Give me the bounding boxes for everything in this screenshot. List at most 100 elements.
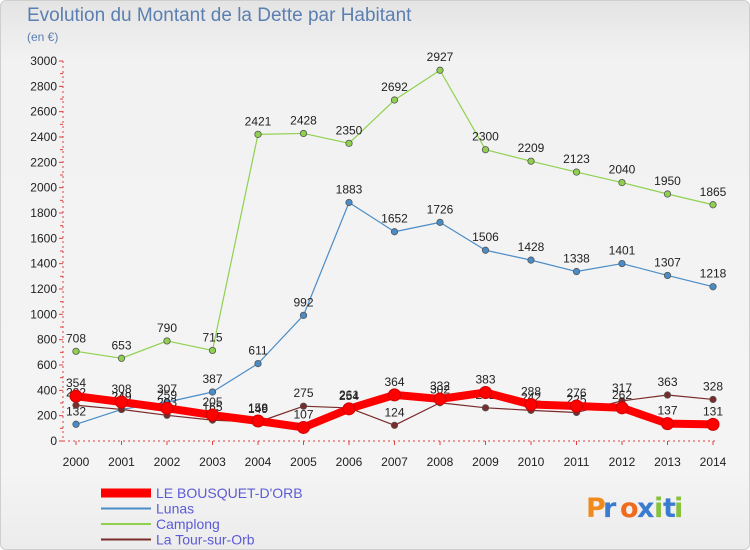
data-point	[527, 157, 535, 165]
data-label: 254	[339, 389, 359, 403]
data-label: 2421	[245, 114, 272, 128]
y-tick-label: 2200	[30, 155, 57, 169]
data-label: 708	[66, 331, 86, 345]
data-point	[163, 337, 171, 345]
data-point	[618, 179, 626, 187]
data-label: 354	[66, 376, 86, 390]
data-point	[299, 402, 308, 410]
x-tick-label: 2008	[427, 455, 454, 469]
data-point	[663, 271, 672, 280]
data-label: 1428	[518, 240, 545, 254]
data-point	[570, 399, 583, 413]
logo-letter: t	[663, 493, 676, 524]
data-label: 158	[248, 401, 268, 415]
data-label: 2123	[563, 152, 590, 166]
data-point	[390, 421, 399, 429]
y-tick-label: 2600	[30, 105, 57, 119]
data-label: 259	[157, 388, 177, 402]
data-label: 131	[703, 404, 723, 418]
data-label: 288	[521, 385, 541, 399]
data-point	[572, 168, 581, 176]
data-label: 1726	[427, 202, 454, 216]
data-label: 262	[612, 388, 632, 402]
x-tick-label: 2006	[336, 455, 363, 469]
y-tick-label: 1200	[30, 282, 57, 296]
x-tick-label: 2001	[108, 455, 135, 469]
data-label: 363	[657, 375, 677, 389]
data-label: 1338	[563, 252, 590, 266]
data-label: 107	[293, 407, 313, 421]
data-label: 137	[657, 404, 677, 418]
data-point	[481, 246, 490, 254]
data-point	[390, 96, 399, 104]
data-label: 2350	[336, 123, 363, 137]
data-label: 132	[66, 404, 86, 418]
data-label: 790	[157, 321, 177, 335]
data-label: 317	[612, 381, 632, 395]
data-point	[342, 402, 356, 416]
data-point	[160, 401, 174, 415]
data-label: 2040	[609, 163, 636, 177]
data-point	[69, 389, 83, 403]
logo-letter: P	[586, 493, 606, 524]
y-tick-label: 200	[37, 409, 57, 423]
data-point	[524, 398, 538, 412]
data-label: 1950	[654, 174, 681, 188]
data-point	[299, 311, 308, 319]
data-point	[297, 420, 310, 434]
data-label: 715	[202, 330, 222, 344]
data-label: 328	[703, 379, 723, 393]
x-tick-label: 2014	[700, 455, 727, 469]
y-tick-label: 400	[37, 383, 57, 397]
data-label: 149	[248, 402, 268, 416]
data-point	[115, 395, 128, 409]
data-point	[251, 414, 265, 428]
y-tick-label: 1800	[30, 206, 57, 220]
data-label: 205	[202, 395, 222, 409]
logo-letter: x	[637, 493, 654, 524]
data-point	[663, 190, 672, 198]
x-tick-label: 2007	[381, 455, 408, 469]
logo-letter: o	[620, 493, 639, 524]
data-label: 2300	[472, 130, 499, 144]
data-point	[345, 139, 353, 147]
data-point	[72, 401, 80, 409]
data-label: 302	[430, 383, 450, 397]
data-point	[436, 218, 444, 226]
data-label: 2428	[290, 113, 317, 127]
data-point	[72, 347, 80, 355]
data-point	[72, 420, 80, 428]
y-tick-label: 600	[37, 358, 57, 372]
y-tick-label: 2400	[30, 130, 57, 144]
data-label: 387	[202, 372, 222, 386]
data-point	[433, 392, 447, 406]
data-label: 364	[384, 375, 404, 389]
data-label: 2927	[427, 50, 454, 64]
y-tick-label: 3000	[30, 54, 57, 68]
x-tick-label: 2012	[609, 455, 636, 469]
logo-letter: r	[603, 493, 617, 524]
data-label: 332	[430, 379, 450, 393]
logo-letter: i	[674, 493, 683, 524]
y-tick-label: 1000	[30, 307, 57, 321]
data-label: 611	[248, 344, 267, 358]
data-label: 383	[475, 372, 495, 386]
data-label: 2209	[518, 141, 545, 155]
x-tick-label: 2005	[290, 455, 317, 469]
data-point	[345, 198, 353, 207]
data-point	[663, 391, 672, 399]
data-point	[390, 228, 399, 236]
data-label: 276	[566, 386, 586, 400]
data-point	[208, 388, 217, 396]
data-point	[388, 388, 401, 402]
data-point	[527, 256, 535, 264]
data-label: 1652	[381, 212, 408, 226]
data-label: 2692	[381, 80, 408, 94]
data-point	[481, 404, 490, 412]
data-point	[709, 283, 717, 291]
data-point	[572, 267, 581, 276]
data-label: 307	[157, 382, 177, 396]
logo-letter: i	[654, 493, 663, 524]
data-point	[299, 129, 308, 138]
